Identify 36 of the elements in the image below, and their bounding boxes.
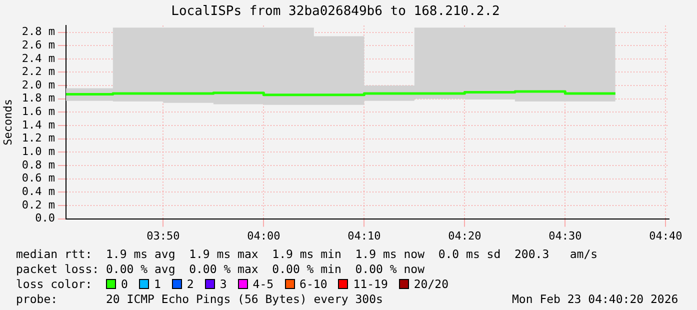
y-tick-label: 2.2 m	[22, 65, 56, 78]
text: probe: 20 ICMP Echo Pings (56 Bytes) every 300s	[16, 292, 383, 306]
x-tick-label: 04:20	[448, 229, 482, 242]
y-tick-label: 1.6 m	[22, 105, 56, 118]
legend-label: 4-5	[252, 277, 274, 291]
legend-label: 20/20	[414, 277, 448, 291]
x-tick-label: 03:50	[146, 229, 180, 242]
text: Mon Feb 23 04:40:20 2026	[512, 292, 678, 307]
legend-title: loss color:	[16, 277, 94, 291]
legend-label: 11-19	[353, 277, 388, 291]
legend-label: 2	[186, 277, 194, 291]
x-tick-label: 04:10	[348, 229, 381, 242]
y-tick-label: 2.4 m	[22, 52, 56, 65]
y-tick-label: 1.8 m	[22, 92, 56, 105]
y-tick-label: 0.2 m	[22, 198, 56, 212]
legend-label: 1	[154, 277, 161, 291]
y-tick-label: 1.2 m	[22, 132, 56, 145]
chart-title: LocalISPs from 32ba026849b6 to 168.210.2.2	[171, 4, 500, 20]
y-tick-label: 1.0 m	[22, 145, 56, 158]
text: packet loss: 0.00 % avg 0.00 % max 0.00 % min 0.00 % now	[16, 262, 426, 277]
x-tick-label: 04:40	[649, 229, 682, 242]
x-tick-label: 04:00	[247, 229, 280, 242]
y-tick-label: 2.8 m	[22, 25, 56, 38]
y-tick-label: 1.4 m	[22, 118, 56, 132]
y-axis-title: Seconds	[1, 99, 14, 146]
y-tick-label: 2.0 m	[22, 78, 56, 92]
y-tick-label: 0.6 m	[22, 172, 56, 185]
legend-label: 6-10	[300, 277, 328, 291]
y-tick-label: 0.0	[35, 212, 55, 225]
legend-label: 0	[121, 277, 128, 291]
x-tick-label: 04:30	[548, 229, 582, 242]
y-tick-label: 0.4 m	[22, 185, 56, 198]
text: median rtt: 1.9 ms avg 1.9 ms max 1.9 ms min 1.9 ms now 0.0 ms sd 200.3 am/s	[16, 247, 598, 262]
y-tick-label: 2.6 m	[22, 38, 56, 52]
y-tick-label: 0.8 m	[22, 158, 56, 172]
legend-label: 3	[220, 277, 227, 291]
